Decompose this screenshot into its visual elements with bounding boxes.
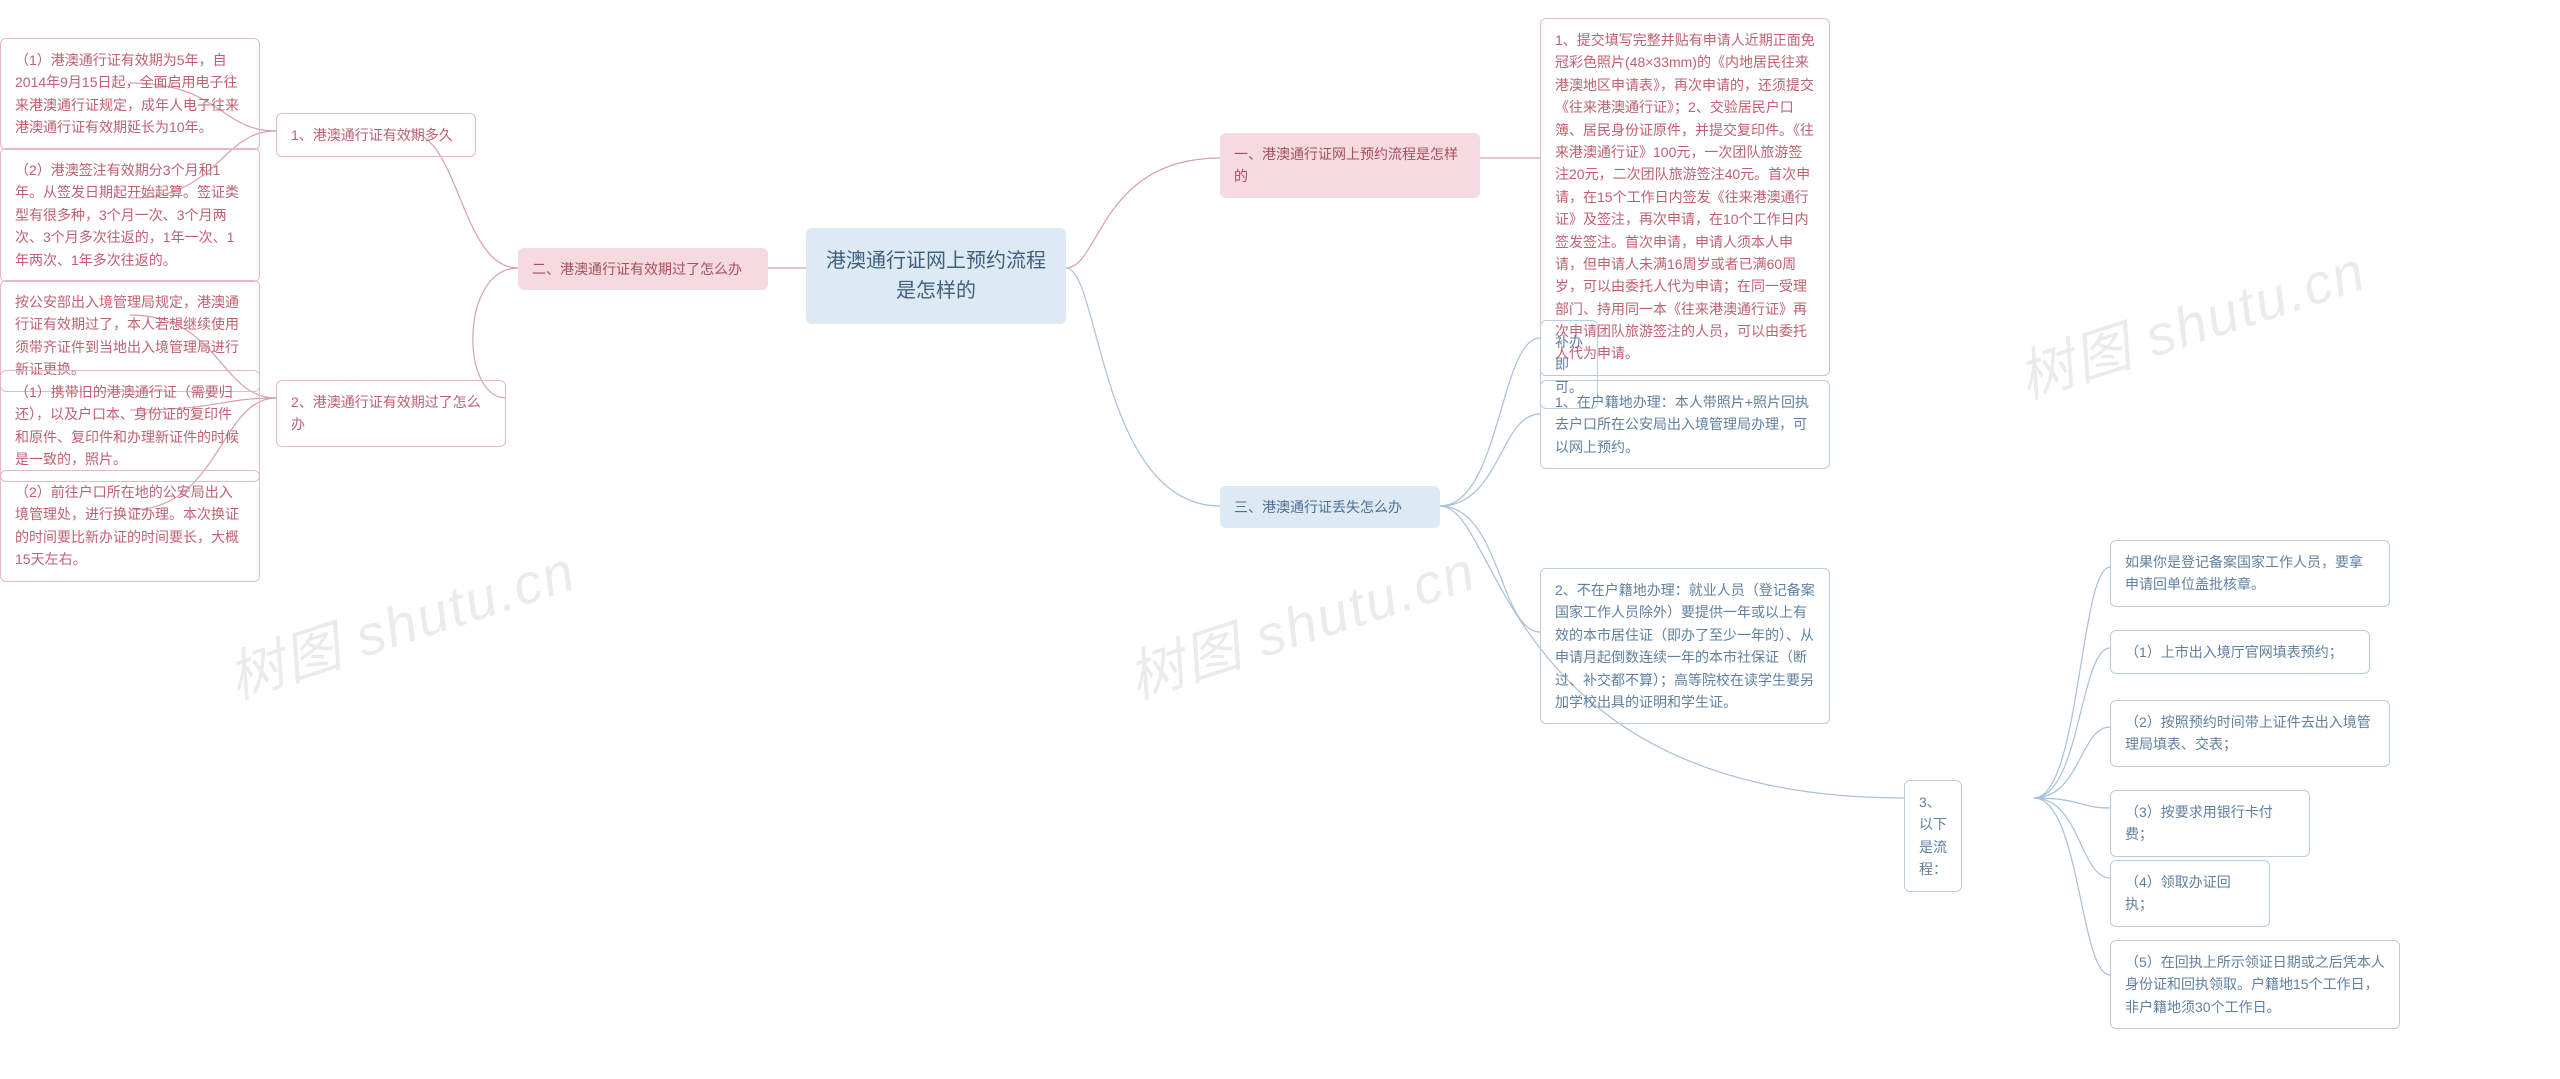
watermark-2: 树图 shutu.cn	[1116, 526, 1485, 715]
branch-r1[interactable]: 一、港澳通行证网上预约流程是怎样的	[1220, 133, 1480, 198]
node-r3d0[interactable]: 如果你是登记备案国家工作人员，要拿申请回单位盖批核章。	[2110, 540, 2390, 607]
node-r3d5[interactable]: （5）在回执上所示领证日期或之后凭本人身份证和回执领取。户籍地15个工作日，非户…	[2110, 940, 2400, 1029]
node-r3d1[interactable]: （1）上市出入境厅官网填表预约；	[2110, 630, 2370, 674]
branch-l2[interactable]: 二、港澳通行证有效期过了怎么办	[518, 248, 768, 290]
node-r3b[interactable]: 1、在户籍地办理：本人带照片+照片回执去户口所在公安局出入境管理局办理，可以网上…	[1540, 380, 1830, 469]
branch-r3[interactable]: 三、港澳通行证丢失怎么办	[1220, 486, 1440, 528]
node-l2a2[interactable]: （2）港澳签注有效期分3个月和1年。从签发日期起开始起算。签证类型有很多种，3个…	[0, 148, 260, 282]
node-r3d2[interactable]: （2）按照预约时间带上证件去出入境管理局填表、交表；	[2110, 700, 2390, 767]
node-l2b[interactable]: 2、港澳通行证有效期过了怎么办	[276, 380, 506, 447]
node-r3d[interactable]: 3、以下是流程：	[1904, 780, 1962, 892]
watermark-1: 树图 shutu.cn	[216, 526, 585, 715]
node-r3d4[interactable]: （4）领取办证回执；	[2110, 860, 2270, 927]
node-l2b2[interactable]: （1）携带旧的港澳通行证（需要归还），以及户口本、身份证的复印件和原件、复印件和…	[0, 370, 260, 482]
watermark-3: 树图 shutu.cn	[2006, 226, 2375, 415]
node-l2a[interactable]: 1、港澳通行证有效期多久	[276, 113, 476, 157]
node-l2b3[interactable]: （2）前往户口所在地的公安局出入境管理处，进行换证办理。本次换证的时间要比新办证…	[0, 470, 260, 582]
root-node[interactable]: 港澳通行证网上预约流程是怎样的	[806, 228, 1066, 324]
node-r3d3[interactable]: （3）按要求用银行卡付费；	[2110, 790, 2310, 857]
node-r3c[interactable]: 2、不在户籍地办理：就业人员（登记备案国家工作人员除外）要提供一年或以上有效的本…	[1540, 568, 1830, 724]
node-l2a1[interactable]: （1）港澳通行证有效期为5年，自2014年9月15日起，全面启用电子往来港澳通行…	[0, 38, 260, 150]
